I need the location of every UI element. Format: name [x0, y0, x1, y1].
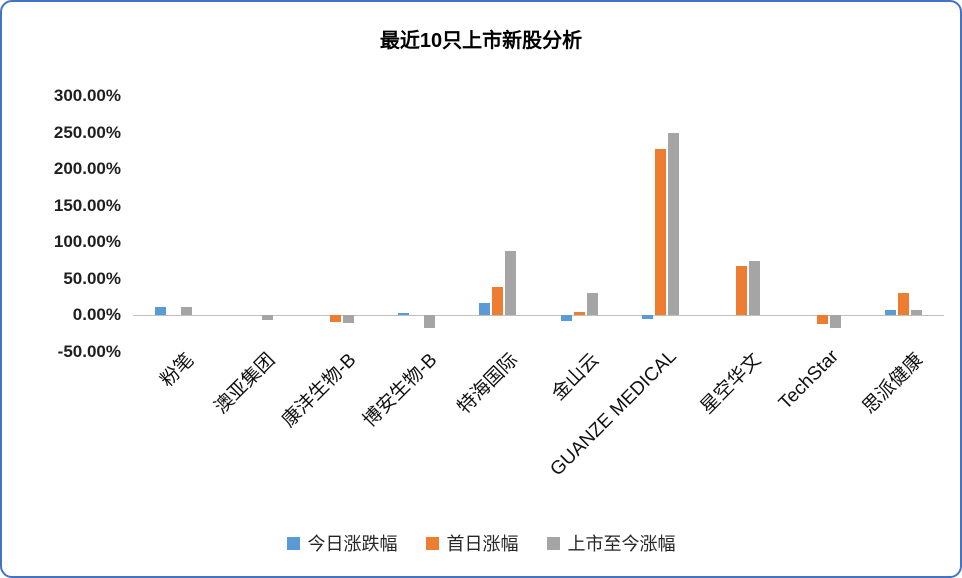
x-axis-label: TechStar	[775, 346, 844, 414]
legend-label: 首日涨幅	[446, 534, 519, 554]
bar-series-1	[560, 315, 572, 322]
bar-series-3	[586, 293, 598, 316]
y-tick-label: -50.00%	[57, 342, 121, 361]
x-axis-label: 康沣生物-B	[278, 349, 361, 432]
bar-series-1	[398, 313, 410, 316]
y-axis: 300.00% 250.00% 200.00% 150.00% 100.00% 50.00…	[16, 86, 121, 361]
bar-series-1	[884, 309, 896, 316]
bar-series-3	[424, 315, 436, 328]
y-tick-label: 100.00%	[53, 232, 121, 252]
x-axis-label: 粉笔	[156, 349, 198, 392]
bar-series-3	[181, 307, 193, 316]
y-tick-label: 200.00%	[53, 159, 121, 179]
legend-label: 上市至今涨幅	[567, 534, 676, 554]
plot-area: 粉笔 澳亚集团 康沣生物-B 博安生物-B 特海国际 金山云 GUANZE MEDICAL 星…	[133, 96, 944, 480]
x-axis-label: 特海国际	[453, 349, 523, 419]
bar-series-3	[667, 132, 679, 316]
zero-axis-line	[133, 315, 944, 317]
y-tick-label: 300.00%	[53, 86, 121, 105]
bar-series-2	[735, 265, 747, 316]
y-tick-label: 150.00%	[53, 195, 121, 215]
bar-series-2	[654, 148, 666, 316]
legend-swatch	[425, 536, 439, 550]
legend-label: 今日涨跌幅	[307, 534, 398, 554]
bar-series-3	[748, 261, 760, 316]
bar-series-3	[505, 251, 517, 316]
bar-series-3	[910, 309, 922, 316]
x-axis-label: 澳亚集团	[210, 349, 280, 419]
x-axis-label: 思派健康	[859, 349, 928, 419]
legend-item: 今日涨跌幅	[286, 530, 398, 556]
bar-series-2	[573, 311, 585, 316]
x-axis-label: 博安生物-B	[359, 349, 442, 432]
x-axis-label: 金山云	[548, 349, 604, 405]
x-axis-labels: 粉笔 澳亚集团 康沣生物-B 博安生物-B 特海国际 金山云 GUANZE MEDICAL 星…	[133, 346, 944, 531]
legend-item: 上市至今涨幅	[546, 530, 676, 556]
bar-series-1	[155, 306, 167, 316]
y-tick-label: 50.00%	[63, 268, 121, 288]
bar-series-3	[262, 315, 274, 320]
bar-series-1	[641, 315, 653, 320]
chart-title: 最近10只上市新股分析	[379, 30, 583, 52]
bar-series-2	[897, 293, 909, 316]
bar-series-3	[829, 315, 841, 328]
bar-series-2	[492, 286, 504, 316]
x-axis-label: 星空华文	[697, 349, 766, 419]
chart-area: 300.00% 250.00% 200.00% 150.00% 100.00% 50.00…	[16, 86, 944, 480]
bar-series-2	[816, 315, 828, 325]
y-tick-label: 0.00%	[72, 305, 121, 325]
legend-swatch	[546, 536, 560, 550]
y-tick-label: 250.00%	[53, 122, 121, 142]
legend-swatch	[286, 536, 300, 550]
legend: 今日涨跌幅 首日涨幅 上市至今涨幅	[2, 530, 960, 556]
bar-series-3	[343, 315, 355, 324]
bar-series-1	[479, 302, 491, 316]
legend-item: 首日涨幅	[425, 530, 519, 556]
bar-series-2	[330, 315, 342, 322]
